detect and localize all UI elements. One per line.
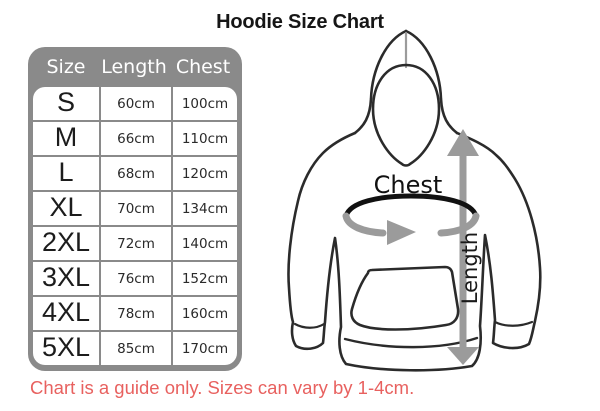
left-cuff-seam [293, 322, 326, 329]
chest-arrow-head [387, 220, 416, 245]
chest-cell: 134cm [171, 192, 237, 225]
chest-ellipse-bottom-right-arc [437, 212, 480, 237]
header-chest: Chest [175, 56, 231, 78]
length-arrow-down-head [447, 347, 479, 365]
length-cell: 68cm [99, 157, 171, 190]
table-row: 2XL 72cm 140cm [33, 225, 237, 260]
chest-cell: 100cm [171, 87, 237, 120]
hood-left-outline [353, 29, 408, 135]
hood-face-opening [371, 63, 441, 167]
length-cell: 66cm [99, 122, 171, 155]
header-length: Length [101, 56, 167, 78]
chest-cell: 160cm [171, 297, 237, 330]
table-row: 3XL 76cm 152cm [33, 260, 237, 295]
chest-ellipse-top-arc [343, 193, 479, 219]
chest-cell: 170cm [171, 332, 237, 365]
body-outline [287, 131, 542, 372]
hood-right-outline [404, 29, 459, 135]
right-cuff-seam [493, 320, 534, 327]
chest-label: Chest [374, 171, 443, 199]
table-row: M 66cm 110cm [33, 120, 237, 155]
table-row: XL 70cm 134cm [33, 190, 237, 225]
size-cell: 4XL [41, 297, 91, 327]
length-arrow-up-head [447, 129, 479, 156]
size-table-body: S 60cm 100cm M 66cm 110cm L 68cm 120cm X… [33, 87, 237, 365]
length-label: Length [458, 232, 482, 304]
size-cell: S [56, 87, 75, 117]
table-row: S 60cm 100cm [33, 87, 237, 120]
size-cell: 2XL [41, 227, 91, 257]
disclaimer-note: Chart is a guide only. Sizes can vary by… [30, 377, 415, 398]
chest-ellipse-bottom-left-arc [342, 212, 387, 237]
chest-arrow [342, 193, 480, 245]
length-cell: 76cm [99, 262, 171, 295]
size-cell: L [58, 157, 74, 187]
size-table-header: Size Length Chest [33, 47, 237, 87]
chest-cell: 110cm [171, 122, 237, 155]
size-cell: 3XL [41, 262, 91, 292]
size-cell: M [54, 122, 78, 152]
length-cell: 78cm [99, 297, 171, 330]
hem-band-line [343, 336, 479, 349]
table-row: 5XL 85cm 170cm [33, 330, 237, 365]
kangaroo-pocket [350, 265, 460, 331]
length-cell: 70cm [99, 192, 171, 225]
chest-cell: 140cm [171, 227, 237, 260]
table-row: L 68cm 120cm [33, 155, 237, 190]
length-arrow-shaft [459, 155, 467, 349]
length-cell: 85cm [99, 332, 171, 365]
size-cell: XL [49, 192, 83, 222]
length-cell: 72cm [99, 227, 171, 260]
size-table: Size Length Chest S 60cm 100cm M 66cm 11… [28, 47, 242, 371]
page-title: Hoodie Size Chart [216, 11, 384, 33]
chest-cell: 120cm [171, 157, 237, 190]
length-cell: 60cm [99, 87, 171, 120]
length-arrow [447, 129, 479, 365]
header-size: Size [46, 56, 86, 78]
chest-cell: 152cm [171, 262, 237, 295]
hoodie-diagram: Chest Length [287, 29, 542, 372]
size-cell: 5XL [41, 332, 91, 362]
table-row: 4XL 78cm 160cm [33, 295, 237, 330]
